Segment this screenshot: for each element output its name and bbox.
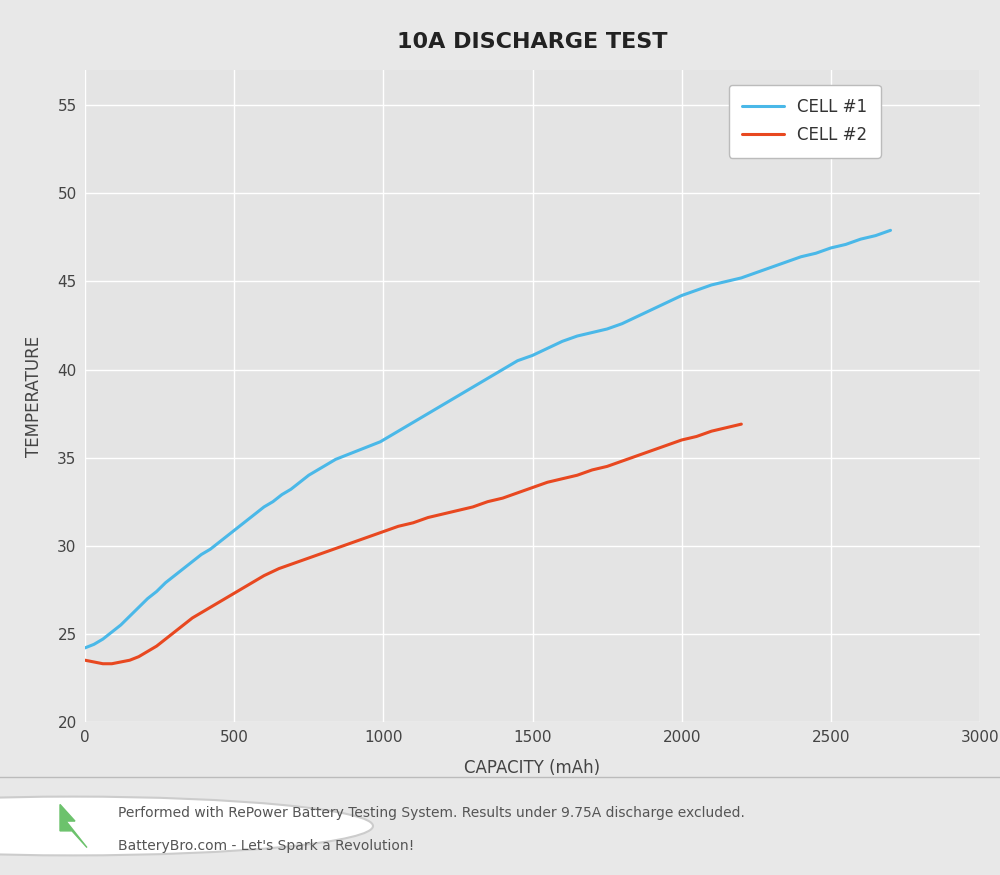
CELL #2 xyxy=(437,508,449,519)
Line: CELL #2: CELL #2 xyxy=(85,424,741,664)
Circle shape xyxy=(0,796,373,856)
CELL #2 xyxy=(661,440,673,451)
CELL #1 xyxy=(285,484,297,494)
CELL #1 xyxy=(79,642,91,653)
CELL #1 xyxy=(124,611,136,621)
CELL #2 xyxy=(467,501,479,512)
X-axis label: CAPACITY (mAh): CAPACITY (mAh) xyxy=(464,760,601,777)
Text: BatteryBro.com - Let's Spark a Revolution!: BatteryBro.com - Let's Spark a Revolutio… xyxy=(118,838,414,852)
Y-axis label: TEMPERATURE: TEMPERATURE xyxy=(25,335,43,457)
CELL #2 xyxy=(422,512,434,522)
CELL #1 xyxy=(160,578,172,588)
CELL #2 xyxy=(97,659,109,669)
CELL #1 xyxy=(276,489,288,500)
Text: Performed with RePower Battery Testing System. Results under 9.75A discharge exc: Performed with RePower Battery Testing S… xyxy=(118,806,745,820)
CELL #2 xyxy=(79,655,91,666)
Line: CELL #1: CELL #1 xyxy=(85,230,891,648)
Title: 10A DISCHARGE TEST: 10A DISCHARGE TEST xyxy=(397,31,668,52)
CELL #1 xyxy=(452,390,464,401)
CELL #2 xyxy=(213,597,225,607)
CELL #2 xyxy=(735,419,747,430)
CELL #1 xyxy=(885,225,897,235)
Legend: CELL #1, CELL #2: CELL #1, CELL #2 xyxy=(729,85,881,158)
Polygon shape xyxy=(60,804,87,848)
CELL #1 xyxy=(195,550,207,560)
CELL #2 xyxy=(571,470,583,480)
